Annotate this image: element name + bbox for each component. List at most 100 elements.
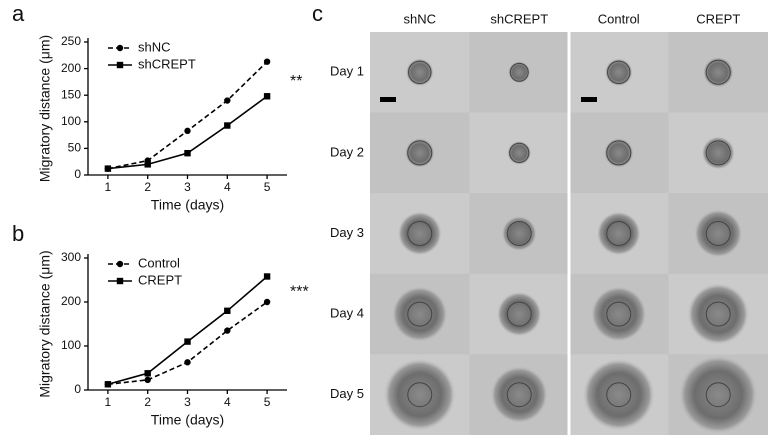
spheroid	[391, 286, 448, 343]
spheroid	[590, 286, 647, 343]
spheroid-core	[705, 140, 731, 166]
spheroid-core	[705, 221, 731, 246]
spheroid-core	[509, 142, 530, 163]
spheroid	[596, 211, 641, 256]
x-tick-label: 2	[144, 395, 151, 409]
point	[184, 127, 191, 135]
y-tick-label: 50	[68, 141, 82, 155]
spheroid-core	[407, 140, 433, 166]
spheroid-core	[606, 301, 632, 327]
annotation: **	[290, 73, 302, 90]
point	[104, 165, 112, 172]
scale-bar	[581, 97, 597, 102]
spheroid-core	[506, 301, 532, 327]
spheroid	[383, 358, 456, 431]
x-tick-label: 3	[184, 395, 191, 409]
spheroid-core	[407, 221, 433, 246]
legend-marker	[116, 61, 124, 69]
column-header: shNC	[403, 11, 436, 26]
spheroid	[508, 61, 531, 84]
spheroid-core	[606, 382, 632, 408]
column-header: shCREPT	[490, 11, 548, 26]
spheroid	[397, 211, 442, 256]
y-tick-label: 0	[74, 167, 81, 181]
panel-label: b	[12, 221, 24, 246]
point	[144, 161, 151, 168]
x-axis-label: Time (days)	[151, 412, 224, 428]
row-label: Day 1	[330, 64, 364, 79]
spheroid-core	[606, 140, 632, 166]
point	[224, 327, 231, 334]
spheroid-core	[607, 60, 631, 85]
y-tick-label: 300	[61, 250, 81, 264]
x-tick-label: 4	[224, 180, 231, 194]
scale-bar	[380, 97, 396, 102]
legend-label: Control	[138, 255, 180, 270]
y-tick-label: 200	[61, 294, 81, 308]
point	[224, 122, 231, 129]
series-line	[107, 275, 268, 386]
y-tick-label: 250	[61, 34, 81, 48]
panel-label: a	[12, 1, 25, 26]
y-tick-label: 0	[74, 382, 81, 396]
spheroid	[678, 355, 758, 435]
x-tick-label: 2	[144, 180, 151, 194]
x-tick-label: 3	[184, 180, 191, 194]
point	[263, 58, 271, 65]
spheroid-core	[408, 60, 432, 85]
point	[224, 307, 231, 314]
x-tick-label: 5	[264, 180, 271, 194]
legend-label: shCREPT	[138, 56, 196, 71]
y-tick-label: 200	[61, 61, 81, 75]
column-header: CREPT	[696, 11, 740, 26]
legend-label: shNC	[138, 39, 171, 54]
y-axis-label: Migratory distance (μm)	[37, 35, 53, 182]
spheroid	[496, 291, 542, 337]
y-axis-label: Migratory distance (μm)	[37, 250, 53, 397]
spheroid-core	[509, 62, 529, 82]
spheroid	[604, 58, 633, 87]
column-header: Control	[598, 11, 640, 26]
spheroid-core	[705, 59, 731, 85]
row-label: Day 5	[330, 386, 364, 401]
row-label: Day 3	[330, 225, 364, 240]
spheroid-core	[407, 382, 433, 408]
spheroid	[603, 137, 634, 168]
point	[184, 149, 191, 157]
legend-marker	[116, 277, 124, 285]
panel-label: c	[312, 1, 323, 26]
x-tick-label: 5	[264, 395, 271, 409]
spheroid-core	[705, 382, 731, 408]
y-tick-label: 100	[61, 338, 81, 352]
spheroid-core	[407, 301, 433, 327]
y-tick-label: 100	[61, 114, 81, 128]
spheroid	[687, 283, 750, 345]
spheroid-core	[506, 221, 532, 246]
spheroid-core	[705, 301, 731, 327]
point	[184, 359, 191, 366]
row-label: Day 4	[330, 306, 364, 321]
spheroid	[702, 56, 734, 88]
point	[144, 370, 151, 377]
x-tick-label: 4	[224, 395, 231, 409]
legend-marker	[116, 260, 124, 268]
spheroid	[490, 365, 549, 424]
point	[184, 338, 191, 345]
point	[263, 273, 271, 280]
point	[263, 298, 271, 306]
spheroid	[582, 358, 655, 431]
x-tick-label: 1	[105, 180, 112, 194]
annotation: ***	[290, 283, 309, 300]
point	[224, 97, 231, 104]
spheroid-core	[606, 221, 632, 246]
spheroid	[404, 137, 435, 168]
point	[144, 376, 151, 384]
group-divider	[567, 32, 571, 435]
legend-marker	[116, 44, 124, 52]
spheroid-core	[506, 382, 532, 408]
y-tick-label: 150	[61, 87, 81, 101]
spheroid	[694, 209, 743, 258]
legend-label: CREPT	[138, 272, 182, 287]
point	[263, 93, 271, 100]
